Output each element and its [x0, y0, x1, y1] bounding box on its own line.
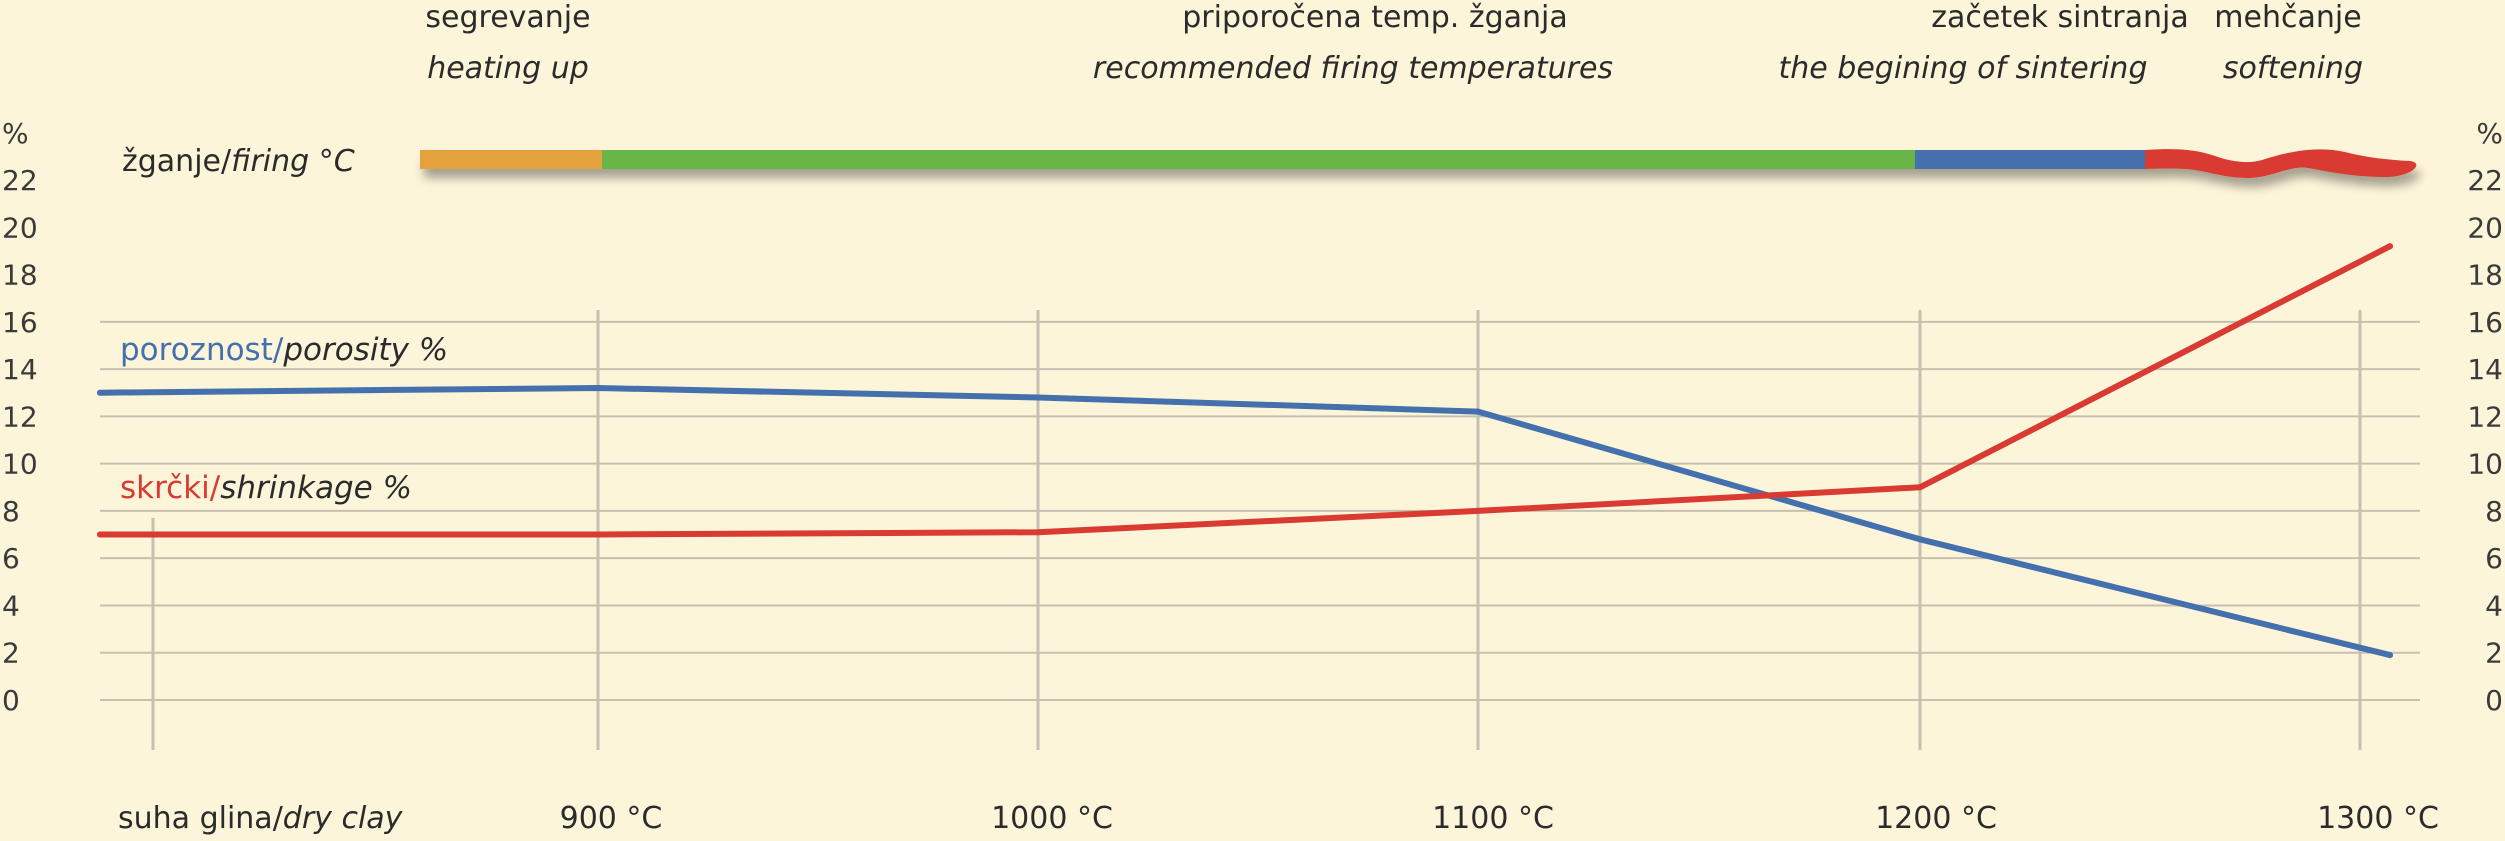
shrinkage-label-italic: shrinkage % — [220, 470, 412, 506]
firing-bar-sintering — [1915, 150, 2147, 169]
y-tick-right-4: 4 — [2485, 589, 2503, 622]
series-1-point-0 — [97, 531, 103, 538]
series-0-point-3 — [1475, 408, 1481, 415]
y-tick-right-6: 6 — [2485, 542, 2503, 575]
firing-label: žganje/firing °C — [122, 144, 355, 179]
series-line-1 — [97, 243, 2393, 538]
firing-bar — [420, 149, 2417, 178]
y-unit-right: % — [2476, 117, 2503, 150]
y-tick-right-12: 12 — [2467, 400, 2503, 433]
y-tick-left-6: 6 — [2, 542, 20, 575]
shrinkage-label-main: skrčki/ — [120, 470, 221, 506]
series-0-point-4 — [1917, 536, 1923, 543]
y-tick-right-18: 18 — [2467, 259, 2503, 292]
x-label-dry-clay: suha glina/dry clay — [118, 801, 404, 836]
y-tick-left-12: 12 — [2, 400, 38, 433]
series-1-point-1 — [595, 531, 601, 538]
phase-labels: segrevanje heating up priporočena temp. … — [425, 0, 2363, 86]
phase-sub-recommended: recommended firing temperatures — [1093, 51, 1613, 86]
series-1-point-4 — [1917, 484, 1923, 491]
series-0-point-1 — [595, 385, 601, 391]
series-0-point-5 — [2387, 652, 2393, 659]
series-layer — [97, 243, 2393, 659]
series-1-point-3 — [1475, 507, 1481, 514]
x-label-1100: 1100 °C — [1432, 801, 1554, 836]
x-label-1000: 1000 °C — [991, 801, 1113, 836]
x-axis-labels: suha glina/dry clay 900 °C 1000 °C 1100 … — [118, 801, 2439, 836]
phase-label-softening: mehčanje — [2214, 0, 2361, 35]
y-tick-left-18: 18 — [2, 259, 38, 292]
y-tick-right-14: 14 — [2467, 353, 2503, 386]
phase-label-heating: segrevanje — [425, 0, 590, 35]
y-tick-right-8: 8 — [2485, 495, 2503, 528]
firing-label-italic: firing °C — [231, 144, 355, 179]
firing-label-main: žganje/ — [122, 144, 232, 179]
y-tick-left-2: 2 — [2, 637, 20, 670]
y-tick-right-0: 0 — [2485, 684, 2503, 717]
y-tick-left-8: 8 — [2, 495, 20, 528]
y-tick-left-14: 14 — [2, 353, 38, 386]
y-tick-right-20: 20 — [2467, 211, 2503, 244]
porosity-label-main: poroznost/ — [120, 332, 284, 368]
y-tick-left-22: 22 — [2, 164, 38, 197]
phase-sub-sintering: the begining of sintering — [1779, 51, 2148, 86]
y-tick-left-4: 4 — [2, 589, 20, 622]
x-label-900: 900 °C — [560, 801, 663, 836]
firing-bar-recommended — [602, 150, 1915, 169]
y-tick-right-10: 10 — [2467, 448, 2503, 481]
series-line-0 — [97, 385, 2393, 659]
y-tick-right-2: 2 — [2485, 637, 2503, 670]
phase-sub-heating: heating up — [427, 51, 589, 86]
series-0-point-2 — [1035, 394, 1041, 401]
shrinkage-label: skrčki/shrinkage % — [120, 470, 412, 506]
phase-sub-softening: softening — [2223, 51, 2363, 86]
firing-bar-heating — [420, 150, 602, 169]
grid-layer — [100, 310, 2420, 750]
phase-label-recommended: priporočena temp. žganja — [1182, 0, 1568, 35]
series-0-point-0 — [97, 389, 103, 396]
x-label-1300: 1300 °C — [2317, 801, 2439, 836]
y-tick-right-16: 16 — [2467, 306, 2503, 339]
porosity-label: poroznost/porosity % — [120, 332, 448, 368]
y-tick-left-10: 10 — [2, 448, 38, 481]
x-label-1200: 1200 °C — [1875, 801, 1997, 836]
y-unit-left: % — [2, 117, 29, 150]
y-tick-right-22: 22 — [2467, 164, 2503, 197]
y-tick-left-20: 20 — [2, 211, 38, 244]
y-tick-left-16: 16 — [2, 306, 38, 339]
phase-label-sintering: začetek sintranja — [1931, 0, 2188, 35]
y-tick-left-0: 0 — [2, 684, 20, 717]
porosity-label-italic: porosity % — [282, 332, 448, 368]
firing-bar-softening — [2145, 149, 2417, 178]
series-1-point-5 — [2387, 243, 2393, 250]
series-1-point-2 — [1035, 529, 1041, 536]
